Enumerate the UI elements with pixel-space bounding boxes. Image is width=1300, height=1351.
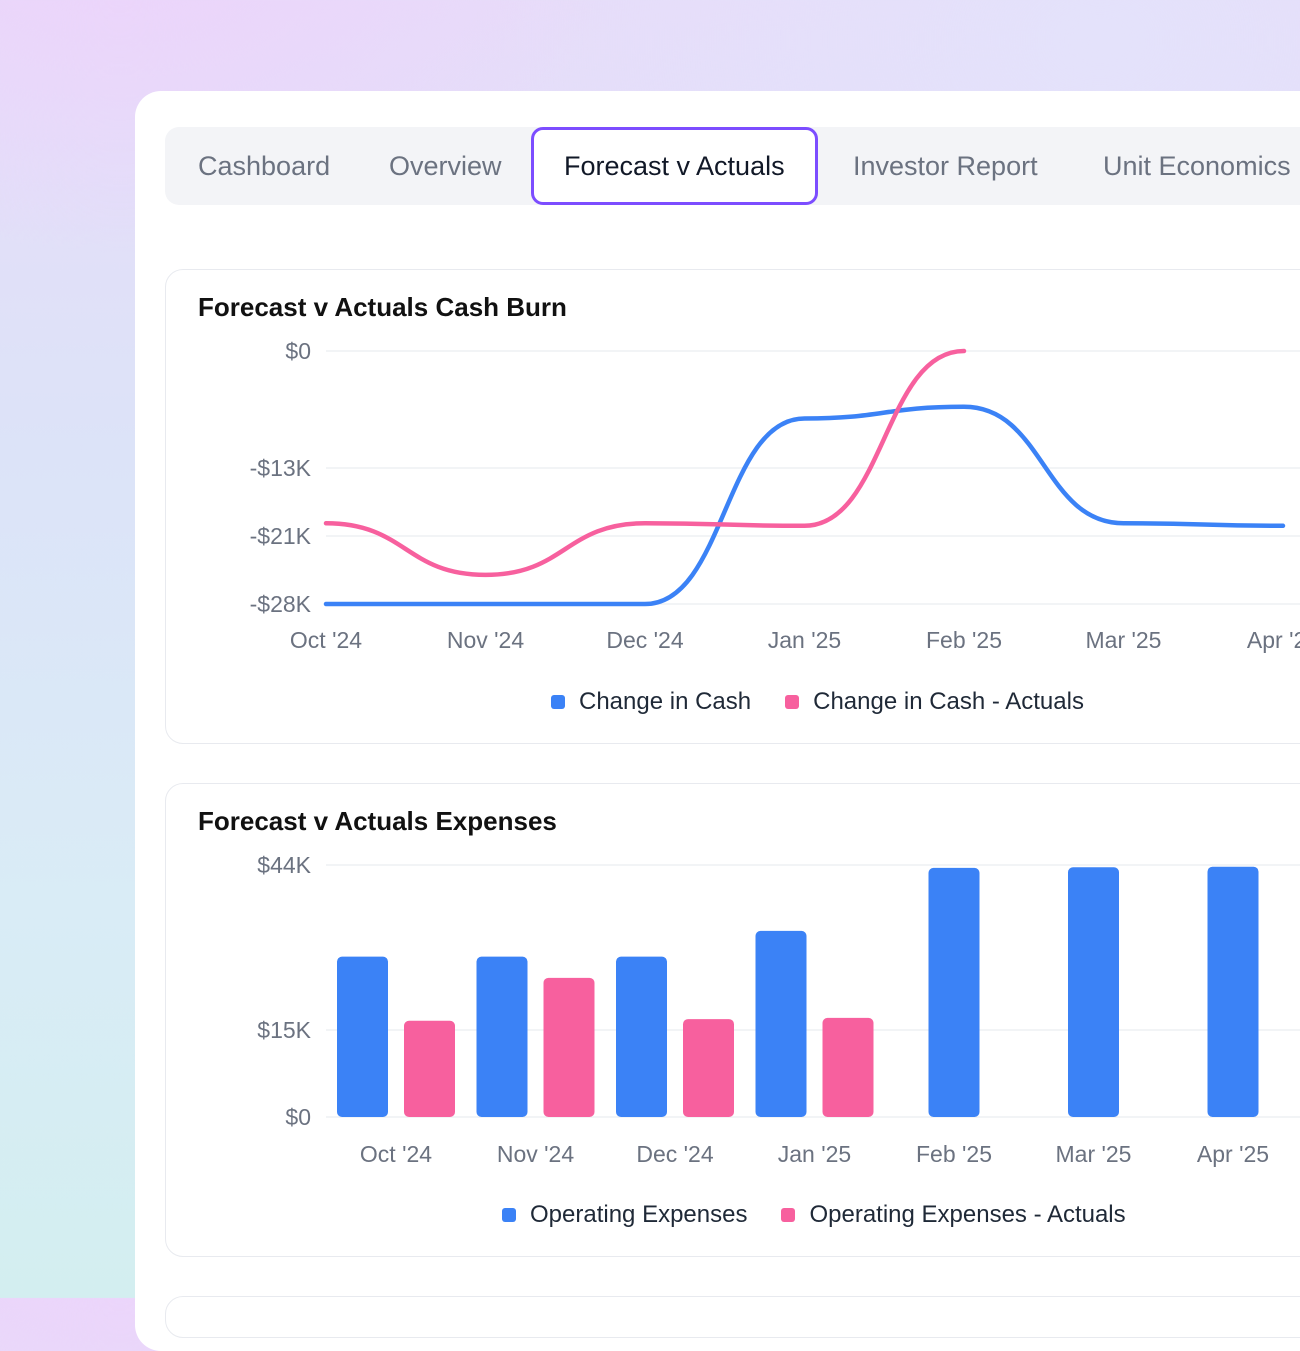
next-card bbox=[165, 1296, 1300, 1338]
x-tick-label: Apr '25 bbox=[1247, 627, 1300, 653]
x-tick-label: Feb '25 bbox=[926, 627, 1002, 653]
x-tick-label: Dec '24 bbox=[606, 627, 683, 653]
x-tick-label: Apr '25 bbox=[1197, 1141, 1269, 1167]
bar-operating-expenses bbox=[616, 956, 667, 1117]
charts-canvas: $0 -$13K -$21K -$28K Oct '24 Nov '24 Dec '24 Ja… bbox=[250, 338, 1300, 1167]
bar-operating-expenses bbox=[1207, 866, 1259, 1117]
tab-cashboard[interactable]: Cashboard bbox=[198, 151, 331, 181]
series-line-change-in-cash-actuals bbox=[323, 348, 967, 578]
y-tick-label: -$21K bbox=[250, 523, 312, 549]
legend-swatch bbox=[551, 695, 565, 709]
tab-forecast-v-actuals[interactable]: Forecast v Actuals bbox=[531, 127, 818, 205]
legend-swatch bbox=[781, 1208, 796, 1222]
bar-operating-expenses bbox=[337, 956, 388, 1117]
x-tick-label: Mar '25 bbox=[1056, 1141, 1132, 1167]
bar-operating-expenses-actuals bbox=[683, 1019, 734, 1117]
legend-swatch bbox=[785, 695, 800, 709]
x-tick-label: Mar '25 bbox=[1086, 627, 1162, 653]
x-tick-label: Feb '25 bbox=[916, 1141, 992, 1167]
expenses-title: Forecast v Actuals Expenses bbox=[198, 806, 557, 836]
legend-item[interactable]: Operating Expenses bbox=[502, 1201, 747, 1229]
legend-label: Change in Cash bbox=[579, 688, 752, 715]
bar-operating-expenses bbox=[928, 867, 980, 1117]
series-line-change-in-cash bbox=[323, 404, 1286, 607]
x-tick-label: Oct '24 bbox=[290, 627, 362, 653]
x-tick-label: Nov '24 bbox=[497, 1141, 574, 1167]
legend-item[interactable]: Change in Cash - Actuals bbox=[785, 688, 1084, 716]
bar-operating-expenses-actuals bbox=[822, 1017, 874, 1117]
tab-unit-economics[interactable]: Unit Economics bbox=[1103, 151, 1291, 181]
x-tick-label: Dec '24 bbox=[636, 1141, 713, 1167]
tab-investor-report[interactable]: Investor Report bbox=[853, 151, 1038, 181]
bar-operating-expenses-actuals bbox=[543, 977, 595, 1117]
legend-label: Operating Expenses bbox=[530, 1201, 748, 1228]
bar-operating-expenses-actuals bbox=[404, 1020, 455, 1117]
x-tick-label: Oct '24 bbox=[360, 1141, 432, 1167]
y-tick-label: -$13K bbox=[250, 455, 312, 481]
x-tick-label: Nov '24 bbox=[447, 627, 524, 653]
bar-operating-expenses bbox=[476, 956, 528, 1117]
legend-item[interactable]: Operating Expenses - Actuals bbox=[781, 1201, 1126, 1229]
cash-burn-card bbox=[165, 269, 1300, 744]
x-tick-label: Jan '25 bbox=[768, 627, 841, 653]
x-tick-label: Jan '25 bbox=[778, 1141, 851, 1167]
cash-burn-legend: Change in Cash Change in Cash - Actuals bbox=[551, 688, 1118, 716]
expenses-legend: Operating Expenses Operating Expenses - … bbox=[502, 1201, 1160, 1229]
tab-overview[interactable]: Overview bbox=[389, 151, 502, 181]
cash-burn-title: Forecast v Actuals Cash Burn bbox=[198, 292, 567, 322]
legend-label: Operating Expenses - Actuals bbox=[809, 1201, 1126, 1228]
bar-operating-expenses bbox=[1068, 867, 1119, 1117]
y-tick-label: $0 bbox=[285, 1104, 311, 1130]
legend-label: Change in Cash - Actuals bbox=[813, 688, 1084, 715]
y-tick-label: $44K bbox=[257, 852, 311, 878]
bar-operating-expenses bbox=[755, 930, 807, 1117]
y-tick-label: -$28K bbox=[250, 591, 312, 617]
legend-swatch bbox=[502, 1208, 516, 1222]
legend-item[interactable]: Change in Cash bbox=[551, 688, 751, 716]
y-tick-label: $0 bbox=[285, 338, 311, 364]
y-tick-label: $15K bbox=[257, 1017, 311, 1043]
